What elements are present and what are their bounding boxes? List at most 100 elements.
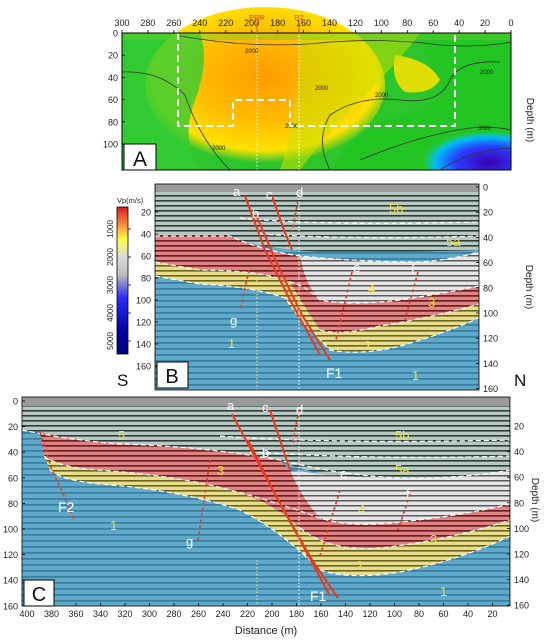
unit-5-c — [22, 397, 510, 479]
unit-label-5: 5 — [118, 428, 125, 443]
fault-label-d: d — [296, 402, 303, 417]
unit-label-1: 1 — [412, 368, 419, 383]
tick-label: 0 — [13, 397, 18, 407]
tick-label: 40 — [483, 233, 493, 243]
tick-label: 300 — [114, 18, 129, 28]
colorbar-title: Vp(m/s) — [117, 196, 144, 205]
panel-c-letter-box — [23, 579, 55, 607]
top-band-b — [155, 184, 479, 192]
fault-label-b: b — [252, 206, 259, 221]
tick-label: 100 — [387, 609, 402, 619]
fault-dashed-b — [239, 194, 419, 341]
contour-label: 2000 — [212, 146, 226, 152]
unit-3-c — [40, 432, 510, 549]
panel-letter: B — [165, 366, 178, 388]
unit-label-group-c: 5 5b 5a 3 4 3 2 1 1 — [110, 428, 447, 599]
fault-label-e: e — [353, 260, 360, 275]
fault-label-b: b — [262, 445, 269, 460]
tick-label: 80 — [141, 274, 151, 284]
fault-label-d: d — [296, 185, 303, 200]
unit-label-3: 3 — [217, 463, 224, 478]
fault-label-a: a — [233, 184, 241, 199]
tick-label: 20 — [8, 422, 18, 432]
tick-label: 100 — [103, 140, 118, 150]
colorbar-tick-label: 3000 — [106, 276, 115, 294]
panel-a-letter-box — [123, 143, 157, 171]
fault-label-a: a — [227, 398, 235, 413]
unit-label-1: 1 — [440, 584, 447, 599]
tick-label: 160 — [514, 601, 529, 611]
tick-label: 160 — [136, 362, 151, 372]
tick-label: 360 — [68, 609, 83, 619]
fault-dashed-c — [39, 409, 411, 557]
fault-label-g: g — [230, 313, 237, 328]
tick-label: 20 — [141, 208, 151, 218]
unit-label-3: 3 — [428, 295, 435, 310]
tick-label: 140 — [3, 576, 18, 586]
corner-label-s: S — [117, 371, 128, 390]
tick-label: 60 — [8, 473, 18, 483]
bottom-axis: 400 380 360 340 320 300 280 260 240 220 200 180 160 1… — [19, 603, 498, 619]
unit-label-5b: 5b — [395, 428, 409, 443]
tick-label: 120 — [348, 18, 363, 28]
vp-colorbar: Vp(m/s) 1000 2000 3000 4000 5000 — [106, 196, 144, 355]
colorbar-tick-label: 5000 — [106, 332, 115, 350]
tick-label: 120 — [3, 550, 18, 560]
unit-4-b — [300, 252, 479, 303]
tick-label: 140 — [322, 18, 337, 28]
tick-label: 160 — [483, 384, 498, 394]
tick-label: 60 — [141, 252, 151, 262]
tick-label: 20 — [480, 18, 490, 28]
fault-label-c: c — [262, 400, 269, 415]
unit-label-4: 4 — [358, 502, 365, 517]
panel-c: a c d b e f g 5 5b 5a 3 4 3 2 1 1 F2 F1 … — [3, 397, 540, 638]
vp-green-left — [122, 33, 204, 170]
fault-lines-b — [244, 195, 331, 361]
unit-5-b — [155, 184, 479, 252]
tick-label: 400 — [19, 609, 34, 619]
tick-label: 60 — [108, 95, 118, 105]
tick-label: 80 — [8, 499, 18, 509]
corner-label-n: N — [514, 371, 526, 390]
contour-label: 2000 — [375, 93, 389, 99]
tick-label: 60 — [438, 609, 448, 619]
tick-label: 20 — [514, 422, 524, 432]
panel-c-depth-label: Depth (m) — [529, 478, 540, 522]
fault-lines-c — [231, 409, 339, 599]
unit-label-2: 2 — [364, 338, 371, 353]
fault-label-f: f — [411, 262, 415, 277]
tick-label: 40 — [108, 73, 118, 83]
tick-label: 380 — [44, 609, 59, 619]
horizon-lines-c — [21, 429, 511, 577]
tick-label: 40 — [141, 230, 151, 240]
fault-name-f1: F1 — [310, 588, 327, 604]
panel-b-letter-box — [156, 361, 189, 389]
tick-label: 100 — [374, 18, 389, 28]
tick-label: 160 — [313, 609, 328, 619]
colorbar-tick-label: 2000 — [106, 248, 115, 266]
panel-b: a b c d e f g 5b 5a 4 3 2 1 1 F1 2040608… — [117, 183, 534, 395]
tick-label: 80 — [514, 498, 524, 508]
contour-label: 2000 — [245, 49, 259, 55]
unit-3-b — [155, 236, 479, 333]
unit-label-5a: 5a — [395, 462, 410, 477]
left-axis: 0 20 40 60 80 100 — [103, 29, 125, 150]
colorbar-scale — [116, 206, 129, 355]
tick-label: 140 — [338, 609, 353, 619]
resolution-outline — [177, 33, 456, 127]
tick-label: 20 — [483, 208, 493, 218]
contour-label: 2000 — [480, 70, 494, 76]
tick-label: 280 — [166, 609, 181, 619]
unit-4-c — [290, 470, 510, 525]
fault-label-group-c: a c d b e f g — [186, 398, 410, 549]
tick-label: 0 — [483, 183, 488, 193]
unit-label-1: 1 — [110, 518, 117, 533]
fault-label-e: e — [340, 466, 347, 481]
tick-label: 20 — [108, 51, 118, 61]
unit-label-1: 1 — [228, 336, 235, 351]
tick-label: 80 — [108, 117, 118, 127]
fault-label-group-b: a b c d e f g — [230, 184, 415, 328]
left-axis: 0 20 40 60 80 100 120 140 160 — [3, 397, 25, 611]
tick-label: 200 — [264, 609, 279, 619]
